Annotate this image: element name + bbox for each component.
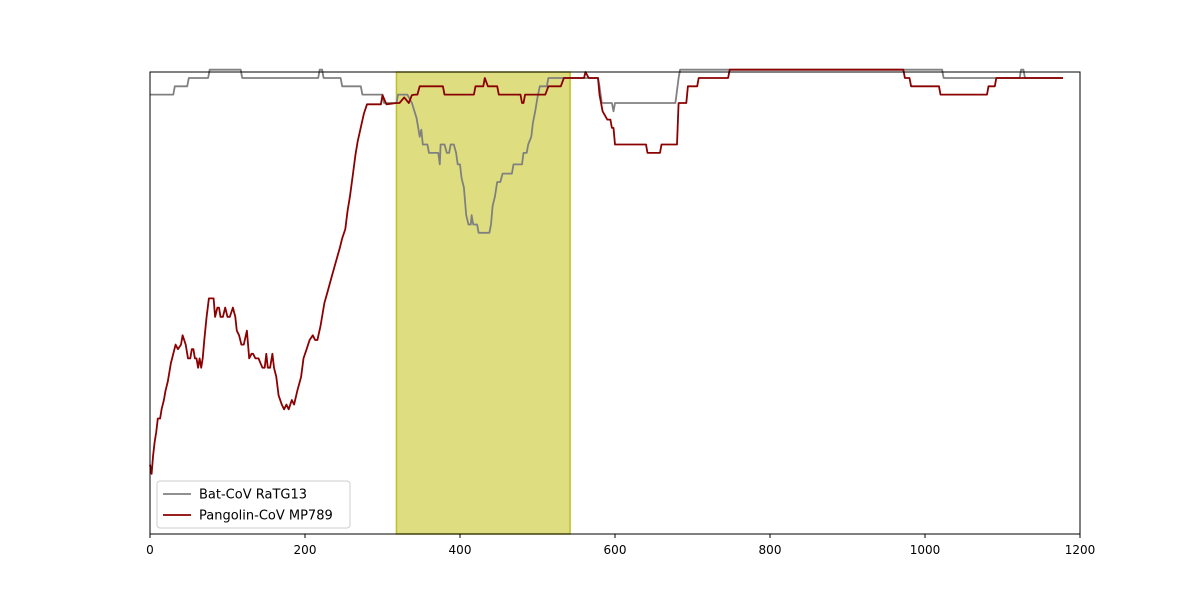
x-tick-label: 0 [146,543,154,557]
series-layer [149,68,1063,475]
legend-box [156,480,351,529]
x-axis: 0 200 400 600 800 1000 1200 [146,534,1095,557]
x-tick-label: 800 [759,543,782,557]
x-tick-label: 1200 [1065,543,1096,557]
legend: Bat-CoV RaTG13 Pangolin-CoV MP789 [156,480,351,529]
x-tick-label: 600 [604,543,627,557]
x-tick-label: 1000 [910,543,941,557]
highlight-layer [395,71,571,535]
legend-label-1: Pangolin-CoV MP789 [199,509,333,524]
x-tick-label: 400 [449,543,472,557]
highlight-region [395,71,571,535]
legend-label-0: Bat-CoV RaTG13 [199,488,307,503]
series-line-1 [149,68,1063,475]
series-line-0 [150,68,1063,234]
x-tick-label: 200 [294,543,317,557]
